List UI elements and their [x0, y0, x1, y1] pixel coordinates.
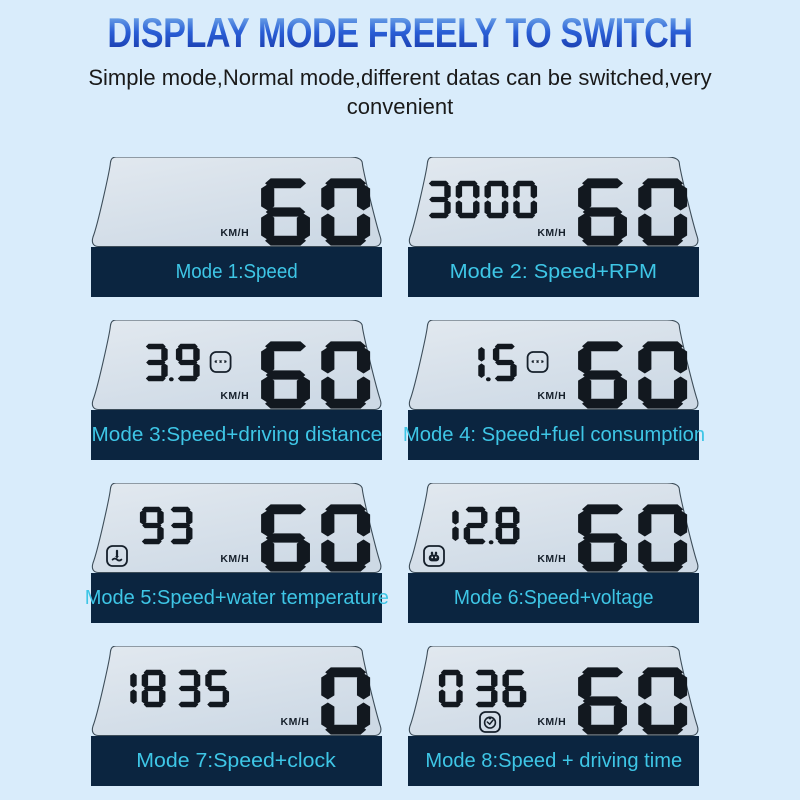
svg-text:KM/H: KM/H [537, 227, 566, 239]
svg-text:KM/H: KM/H [220, 390, 249, 402]
svg-text:KM/H: KM/H [537, 716, 566, 728]
svg-text:KM/H: KM/H [220, 553, 249, 565]
svg-text:KM/H: KM/H [220, 227, 249, 239]
svg-text:KM/H: KM/H [281, 716, 310, 728]
svg-text:KM/H: KM/H [537, 553, 566, 565]
svg-text:KM/H: KM/H [537, 390, 566, 402]
